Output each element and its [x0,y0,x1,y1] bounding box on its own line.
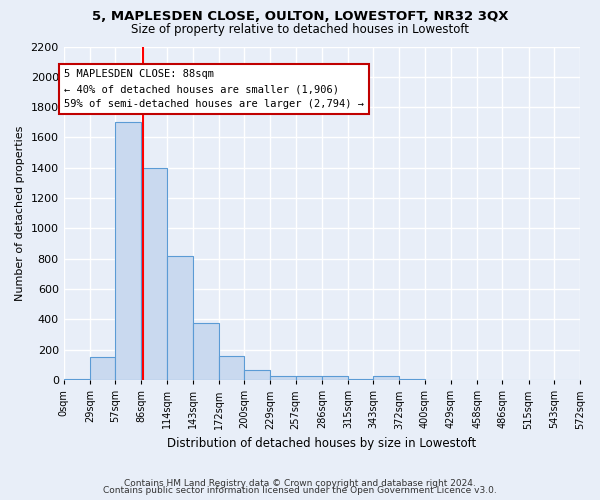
Text: 5, MAPLESDEN CLOSE, OULTON, LOWESTOFT, NR32 3QX: 5, MAPLESDEN CLOSE, OULTON, LOWESTOFT, N… [92,10,508,23]
Text: Contains public sector information licensed under the Open Government Licence v3: Contains public sector information licen… [103,486,497,495]
Y-axis label: Number of detached properties: Number of detached properties [15,126,25,301]
X-axis label: Distribution of detached houses by size in Lowestoft: Distribution of detached houses by size … [167,437,476,450]
Bar [373,376,400,380]
Text: Size of property relative to detached houses in Lowestoft: Size of property relative to detached ho… [131,22,469,36]
Bar [90,356,115,380]
Bar [167,256,193,380]
Bar [296,376,322,380]
Bar [64,378,90,380]
Bar [115,122,141,380]
Text: Contains HM Land Registry data © Crown copyright and database right 2024.: Contains HM Land Registry data © Crown c… [124,478,476,488]
Bar [193,322,219,380]
Bar [141,168,167,380]
Bar [322,376,348,380]
Bar [219,356,244,380]
Text: 5 MAPLESDEN CLOSE: 88sqm
← 40% of detached houses are smaller (1,906)
59% of sem: 5 MAPLESDEN CLOSE: 88sqm ← 40% of detach… [64,69,364,109]
Bar [244,370,271,380]
Bar [271,376,296,380]
